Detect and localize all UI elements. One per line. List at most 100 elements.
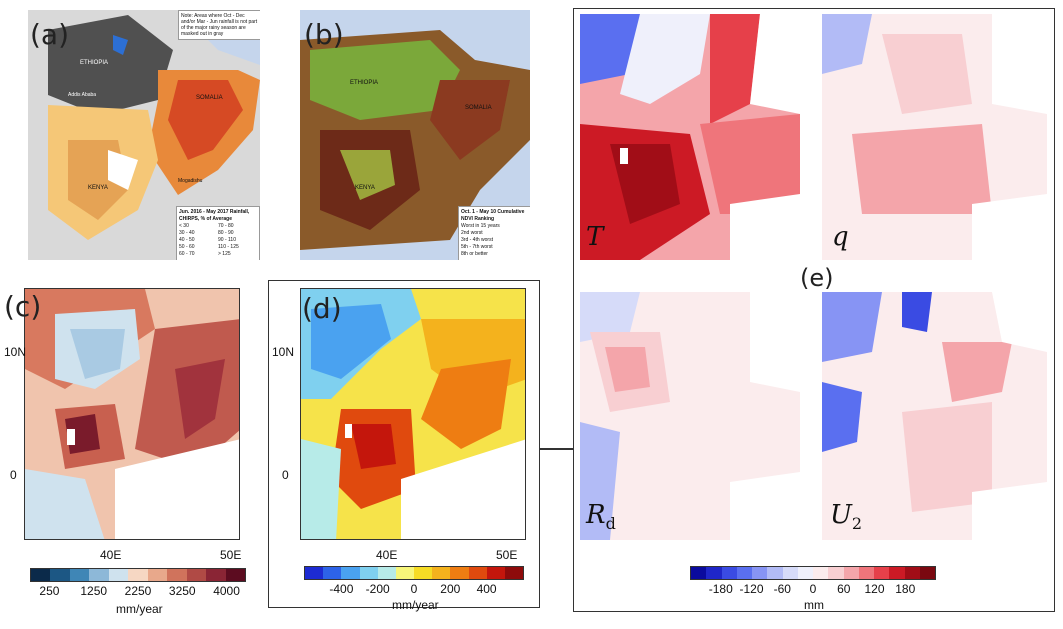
panel-e-var-U2: U2 [830,500,862,533]
panel-e-U2-map [822,292,1047,540]
panel-b-legend-item: 2nd worst [461,230,483,236]
panel-e-var-T: T [586,222,604,252]
place-label: KENYA [355,185,375,191]
place-label: SOMALIA [465,105,492,111]
lat-tick: 10N [272,345,295,359]
colorbar-swatch [468,567,487,579]
panel-a-legend-title: Jun. 2016 - May 2017 Rainfall, CHIRPS, %… [179,209,250,222]
panel-e-var-U2-base: U [830,500,852,530]
panel-a-legend-item: 60 - 70 [179,251,195,257]
panel-e-var-Rd: Rd [586,500,616,533]
colorbar-tick-label: 120 [864,582,885,596]
panel-d-unit: mm/year [392,598,439,612]
panel-e-T-drawing [580,14,800,260]
colorbar-swatch [186,569,207,581]
panel-a-legend-item: 40 - 50 [179,237,195,243]
place-label: Addis Ababa [68,92,97,98]
place-label: SOMALIA [196,95,223,101]
lat-tick: 10N [4,345,27,359]
panel-d-colorbar [304,566,524,580]
connector-line [540,448,574,450]
panel-b-legend-item: Worst in 15 years [461,223,500,229]
lon-tick: 50E [220,548,242,562]
colorbar-tick-label: 4000 [213,584,240,598]
panel-a-legend-item: 30 - 40 [179,230,195,236]
colorbar-tick-label: 0 [410,582,418,596]
colorbar-swatch [858,567,874,579]
colorbar-swatch [813,567,829,579]
panel-a-legend-item: 110 - 125 [218,244,239,250]
colorbar-swatch [69,569,90,581]
panel-b-map: Oct. 1 - May 10 Cumulative NDVI Ranking … [300,10,530,260]
colorbar-swatch [904,567,920,579]
colorbar-tick-label: 0 [809,582,817,596]
panel-c-map [24,288,240,540]
panel-c-label: (c) [4,290,42,323]
colorbar-swatch [706,567,722,579]
colorbar-swatch [31,569,51,581]
lat-tick: 0 [10,468,17,482]
colorbar-swatch [377,567,396,579]
colorbar-swatch [50,569,70,581]
colorbar-tick-label: 400 [476,582,497,596]
colorbar-swatch [486,567,505,579]
colorbar-swatch [767,567,783,579]
panel-a-legend: Jun. 2016 - May 2017 Rainfall, CHIRPS, %… [176,206,260,260]
panel-b-legend-title: Oct. 1 - May 10 Cumulative NDVI Ranking [461,209,525,222]
panel-c-unit: mm/year [116,602,163,616]
colorbar-swatch [889,567,905,579]
colorbar-tick-label: 60 [837,582,851,596]
panel-e-U2-drawing [822,292,1047,540]
colorbar-tick-label: -120 [739,582,764,596]
panel-b-legend: Oct. 1 - May 10 Cumulative NDVI Ranking … [458,206,530,260]
lat-tick: 0 [282,468,289,482]
panel-b-legend-item: 8th or better [461,251,488,257]
colorbar-swatch [797,567,813,579]
colorbar-tick-label: 2250 [124,584,152,598]
colorbar-swatch [108,569,129,581]
place-label: Mogadishu [178,178,203,184]
colorbar-tick-label: -200 [365,582,390,596]
colorbar-swatch [736,567,752,579]
colorbar-swatch [359,567,378,579]
colorbar-swatch [504,567,524,579]
panel-b-label: (b) [304,18,344,51]
colorbar-tick-label: 3250 [168,584,196,598]
panel-e-q-map [822,14,1047,260]
colorbar-swatch [225,569,245,581]
colorbar-swatch [147,569,168,581]
panel-e-q-drawing [822,14,1047,260]
lon-tick: 40E [100,548,122,562]
colorbar-tick-label: 250 [39,584,60,598]
colorbar-swatch [691,567,707,579]
colorbar-swatch [323,567,342,579]
panel-a-legend-item: 80 - 90 [218,230,234,236]
panel-c-drawing [25,289,239,539]
colorbar-swatch [167,569,187,581]
colorbar-tick-label: -400 [329,582,354,596]
place-label: ETHIOPIA [80,60,109,66]
panel-e-var-U2-sub: 2 [851,514,863,534]
panel-a-note: Note: Areas where Oct - Dec and/or Mar -… [178,10,260,40]
panel-a-legend-item: 90 - 110 [218,237,236,243]
panel-e-colorbar [690,566,936,580]
colorbar-swatch [89,569,109,581]
panel-a-legend-item: 50 - 60 [179,244,195,250]
colorbar-swatch [305,567,324,579]
colorbar-tick-label: 200 [440,582,461,596]
panel-d-map [300,288,526,540]
panel-a-map: Note: Areas where Oct - Dec and/or Mar -… [28,10,260,260]
panel-e-var-Rd-base: R [586,500,606,530]
place-label: KENYA [88,185,108,191]
colorbar-tick-label: 180 [895,582,916,596]
colorbar-swatch [828,567,844,579]
colorbar-tick-label: -180 [708,582,733,596]
panel-a-legend-item: 70 - 80 [218,223,234,229]
panel-d-label: (d) [302,292,342,325]
panel-b-drawing [300,10,530,260]
colorbar-swatch [919,567,935,579]
panel-e-label: (e) [800,264,834,292]
colorbar-swatch [128,569,148,581]
panel-b-legend-item: 3rd - 4th worst [461,237,493,243]
panel-e-frame [573,8,1055,612]
